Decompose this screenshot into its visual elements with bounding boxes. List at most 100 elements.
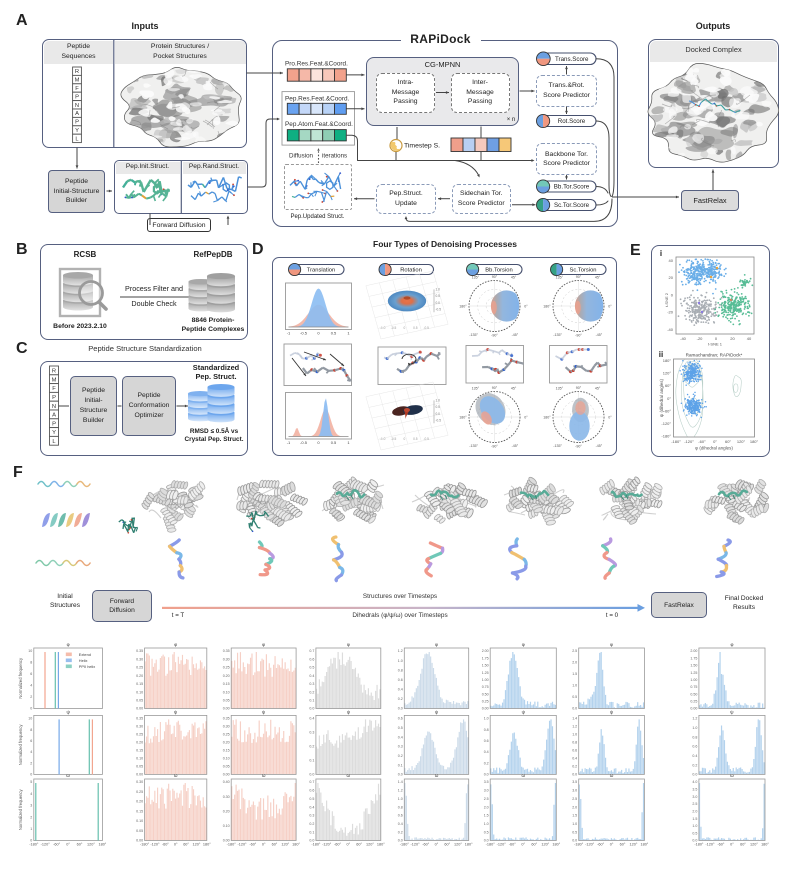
- svg-text:4.0: 4.0: [692, 780, 697, 784]
- svg-text:2.5: 2.5: [572, 649, 577, 653]
- svg-text:0.30: 0.30: [136, 780, 143, 784]
- svg-text:1.00: 1.00: [482, 678, 489, 682]
- svg-text:120°: 120°: [193, 843, 201, 847]
- svg-text:0.5: 0.5: [309, 666, 314, 670]
- svg-text:0.0: 0.0: [436, 412, 441, 416]
- svg-text:Sc.Torsion: Sc.Torsion: [569, 268, 596, 274]
- svg-text:1.25: 1.25: [482, 671, 489, 675]
- svg-text:4: 4: [30, 684, 32, 688]
- svg-text:t-SNE 1: t-SNE 1: [708, 342, 723, 347]
- svg-text:60°: 60°: [725, 439, 731, 444]
- svg-text:0.75: 0.75: [482, 685, 489, 689]
- svg-text:R: R: [52, 369, 56, 375]
- svg-text:A: A: [75, 111, 79, 117]
- svg-text:0.5: 0.5: [692, 831, 697, 835]
- svg-text:0.8: 0.8: [398, 805, 403, 809]
- svg-text:0.6: 0.6: [572, 749, 577, 753]
- svg-text:-60°: -60°: [249, 843, 256, 847]
- svg-text:0: 0: [404, 437, 406, 441]
- svg-text:60°: 60°: [740, 843, 746, 847]
- svg-text:-0.5: -0.5: [391, 437, 397, 441]
- svg-text:φ: φ: [730, 642, 733, 647]
- svg-text:Normalized frequency: Normalized frequency: [18, 724, 23, 766]
- svg-text:1.25: 1.25: [690, 671, 697, 675]
- svg-text:0.0: 0.0: [572, 839, 577, 843]
- svg-text:0.5: 0.5: [436, 405, 441, 409]
- svg-text:0.10: 0.10: [223, 690, 230, 694]
- svg-text:0.00: 0.00: [136, 773, 143, 777]
- svg-text:0.0: 0.0: [309, 773, 314, 777]
- svg-text:-120°: -120°: [150, 843, 160, 847]
- svg-text:180°: 180°: [761, 843, 769, 847]
- svg-text:0°: 0°: [608, 416, 612, 420]
- svg-text:0.2: 0.2: [309, 822, 314, 826]
- svg-text:-90°: -90°: [575, 445, 582, 449]
- svg-text:-40: -40: [680, 336, 687, 341]
- svg-text:0: 0: [317, 331, 320, 336]
- svg-text:0.10: 0.10: [136, 819, 143, 823]
- svg-text:0.2: 0.2: [309, 690, 314, 694]
- svg-text:0°: 0°: [524, 305, 528, 309]
- svg-text:0.30: 0.30: [136, 725, 143, 729]
- svg-text:0.0: 0.0: [484, 773, 489, 777]
- svg-text:-1.0: -1.0: [380, 437, 386, 441]
- svg-text:-180°: -180°: [227, 843, 237, 847]
- svg-text:2.00: 2.00: [690, 649, 697, 653]
- svg-text:Diffusion: Diffusion: [289, 153, 314, 160]
- svg-text:φ: φ: [522, 642, 525, 647]
- svg-text:1.0: 1.0: [436, 287, 441, 291]
- svg-text:0.30: 0.30: [136, 657, 143, 661]
- svg-text:45°: 45°: [595, 276, 601, 280]
- svg-text:5: 5: [30, 780, 32, 784]
- svg-text:0.4: 0.4: [309, 674, 314, 678]
- svg-text:0.35: 0.35: [136, 717, 143, 721]
- svg-text:0.15: 0.15: [223, 682, 230, 686]
- svg-text:0.00: 0.00: [136, 839, 143, 843]
- svg-text:0.4: 0.4: [484, 750, 489, 754]
- svg-text:ψ: ψ: [522, 709, 525, 714]
- svg-text:1.00: 1.00: [690, 678, 697, 682]
- svg-text:0.25: 0.25: [223, 733, 230, 737]
- svg-text:0.5: 0.5: [572, 695, 577, 699]
- svg-text:1: 1: [30, 827, 32, 831]
- svg-text:10: 10: [28, 717, 32, 721]
- svg-text:0: 0: [30, 707, 32, 711]
- svg-text:-180°: -180°: [661, 434, 671, 439]
- svg-text:0.5: 0.5: [572, 830, 577, 834]
- svg-text:0: 0: [404, 326, 406, 330]
- svg-text:0.5: 0.5: [309, 797, 314, 801]
- svg-text:0.4: 0.4: [309, 805, 314, 809]
- svg-text:4: 4: [30, 750, 32, 754]
- svg-text:45°: 45°: [595, 387, 601, 391]
- svg-text:135°: 135°: [472, 276, 480, 280]
- svg-text:-0.5: -0.5: [423, 326, 429, 330]
- svg-text:0.6: 0.6: [398, 814, 403, 818]
- svg-text:3.0: 3.0: [572, 789, 577, 793]
- svg-text:0.10: 0.10: [136, 690, 143, 694]
- svg-text:0°: 0°: [174, 843, 178, 847]
- svg-text:40: 40: [669, 258, 674, 263]
- svg-text:20: 20: [730, 336, 735, 341]
- svg-text:-1: -1: [287, 440, 291, 445]
- svg-text:40: 40: [747, 336, 752, 341]
- svg-text:Y: Y: [52, 430, 56, 436]
- svg-text:0.30: 0.30: [223, 795, 230, 799]
- svg-text:0.50: 0.50: [690, 692, 697, 696]
- svg-text:0.0: 0.0: [484, 839, 489, 843]
- svg-text:10: 10: [28, 649, 32, 653]
- svg-text:-20: -20: [697, 336, 704, 341]
- svg-text:60°: 60°: [272, 843, 278, 847]
- svg-text:0.4: 0.4: [692, 754, 697, 758]
- svg-text:-180°: -180°: [574, 843, 584, 847]
- svg-text:135°: 135°: [472, 387, 480, 391]
- svg-text:1.0: 1.0: [398, 797, 403, 801]
- svg-text:-60°: -60°: [717, 843, 724, 847]
- svg-text:0.00: 0.00: [223, 707, 230, 711]
- svg-text:0.15: 0.15: [136, 809, 143, 813]
- svg-text:0.15: 0.15: [136, 749, 143, 753]
- svg-text:0.3: 0.3: [398, 745, 403, 749]
- svg-text:0: 0: [30, 773, 32, 777]
- svg-text:0.40: 0.40: [223, 780, 230, 784]
- svg-text:0.00: 0.00: [690, 707, 697, 711]
- svg-text:1.2: 1.2: [572, 725, 577, 729]
